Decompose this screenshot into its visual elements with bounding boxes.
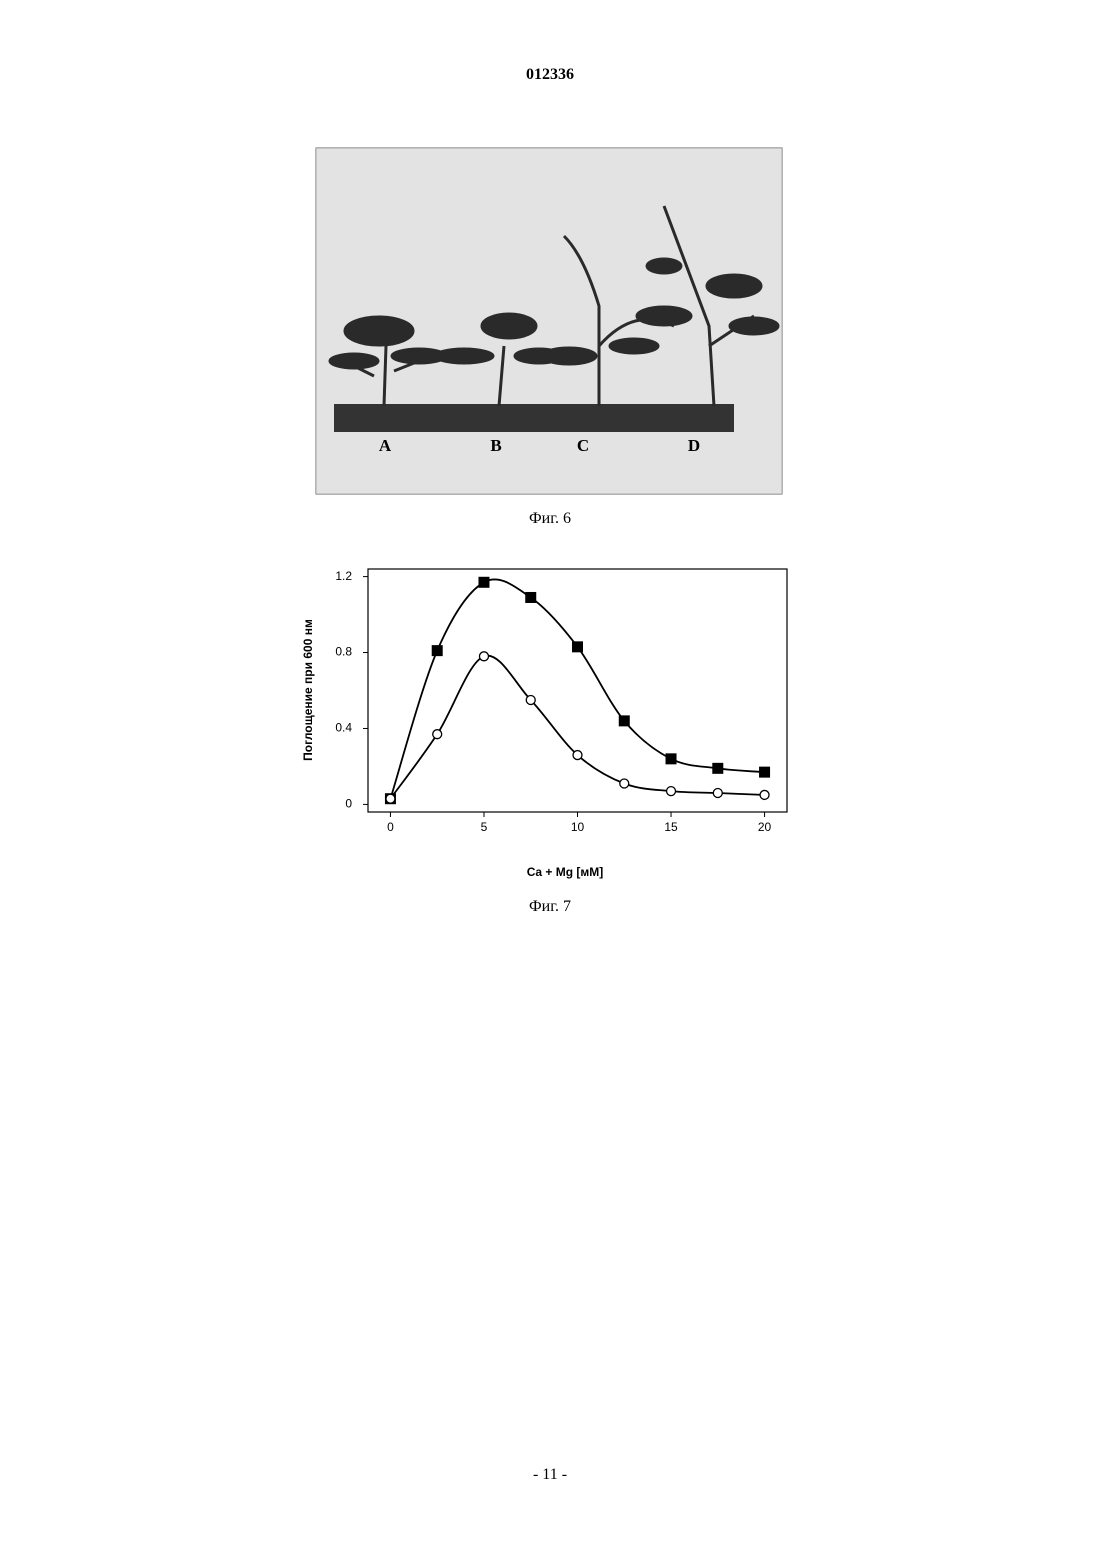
marker-square [619,715,630,726]
photo: A B C D [314,146,784,496]
marker-square [525,592,536,603]
photo-label: A [379,436,392,455]
marker-circle [713,789,722,798]
marker-circle [526,695,535,704]
marker-circle [573,751,582,760]
marker-circle [620,779,629,788]
marker-square [666,753,677,764]
photo-label: C [577,436,589,455]
y-tick-label: 1.2 [335,569,352,583]
photo-label: B [490,436,501,455]
marker-square [572,641,583,652]
marker-circle [667,787,676,796]
marker-circle [433,730,442,739]
y-tick-label: 0 [345,797,352,811]
x-tick-label: 20 [758,820,772,834]
marker-circle [479,652,488,661]
page: 012336 A B C D Фиг. 6 Поглощение при 600… [0,0,1100,1556]
marker-square [432,645,443,656]
x-tick-label: 15 [664,820,678,834]
page-number: - 11 - [0,1466,1100,1484]
marker-circle [760,790,769,799]
y-axis-label: Поглощение при 600 нм [301,619,315,761]
marker-circle [386,794,395,803]
marker-square [712,763,723,774]
marker-square [478,577,489,588]
pot-tray [334,404,734,432]
x-tick-label: 5 [481,820,488,834]
y-tick-label: 0.8 [335,645,352,659]
chart: Поглощение при 600 нм Ca + Mg [мМ] 0 0.4 0… [290,555,810,890]
x-tick-label: 0 [387,820,394,834]
figure-caption: Фиг. 7 [0,898,1100,916]
figure-caption: Фиг. 6 [0,510,1100,528]
marker-square [759,767,770,778]
plot-frame [368,569,787,812]
x-axis-label: Ca + Mg [мМ] [527,865,604,879]
x-tick-label: 10 [571,820,585,834]
series-line [390,656,764,799]
photo-label: D [688,436,700,455]
patent-number: 012336 [0,66,1100,84]
series-line [390,579,764,798]
y-tick-label: 0.4 [335,721,352,735]
